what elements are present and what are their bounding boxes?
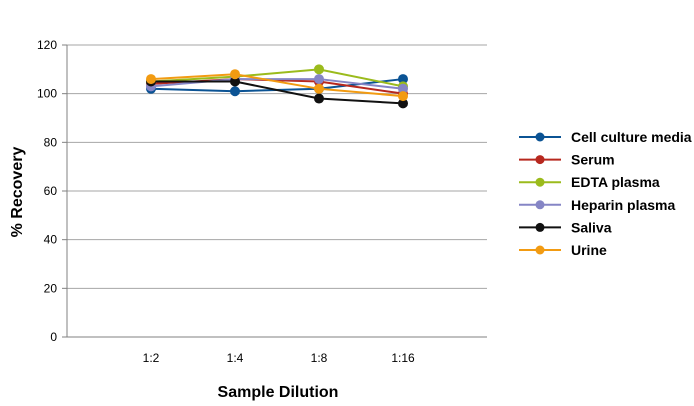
legend-marker [535,155,545,165]
legend-label: Serum [571,152,615,168]
data-point [230,69,240,80]
series-line [150,73,404,98]
legend: Cell culture media Serum EDTA plasma Hepari… [519,129,692,258]
legend-marker [535,245,545,255]
legend-entry: Heparin plasma [519,197,675,213]
series-line [150,68,404,88]
data-point [146,74,156,85]
y-tick-label: 120 [37,38,57,52]
y-tick-label: 40 [44,233,58,247]
legend-label: Urine [571,242,607,258]
legend-label: Heparin plasma [571,197,675,213]
legend-marker [535,132,545,142]
data-point [314,64,324,75]
legend-entry: Urine [519,242,607,258]
series-lines [146,64,408,109]
data-point [314,74,324,85]
data-point [398,91,408,102]
series-line [151,80,404,105]
y-axis-title: % Recovery [9,147,26,238]
gridlines [67,44,487,289]
legend-entry: Serum [519,152,615,168]
series-line [150,78,404,90]
y-tick-label: 60 [44,184,58,198]
legend-marker [535,177,545,187]
y-tick-label: 80 [44,135,58,149]
series-5 [146,69,408,102]
legend-entry: Cell culture media [519,129,692,145]
data-point [230,86,240,97]
x-tick-label: 1:16 [391,351,415,365]
legend-label: EDTA plasma [571,174,660,190]
legend-label: Saliva [571,219,612,235]
x-axis-title: Sample Dilution [218,384,339,401]
legend-marker [535,222,545,232]
legend-entry: Saliva [519,219,612,235]
y-tick-labels: 0 20 40 60 80 100 120 [37,38,57,344]
legend-label: Cell culture media [571,129,692,145]
y-tick-label: 100 [37,87,57,101]
x-tick-label: 1:8 [311,351,328,365]
y-tick-label: 0 [50,330,57,344]
legend-entry: EDTA plasma [519,174,660,190]
axes [62,44,487,338]
y-tick-label: 20 [44,281,58,295]
x-tick-label: 1:4 [227,351,244,365]
x-tick-labels: 1:2 1:4 1:8 1:16 [143,351,415,365]
data-point [314,83,324,94]
data-point [314,93,324,104]
x-tick-label: 1:2 [143,351,160,365]
legend-marker [535,200,545,210]
